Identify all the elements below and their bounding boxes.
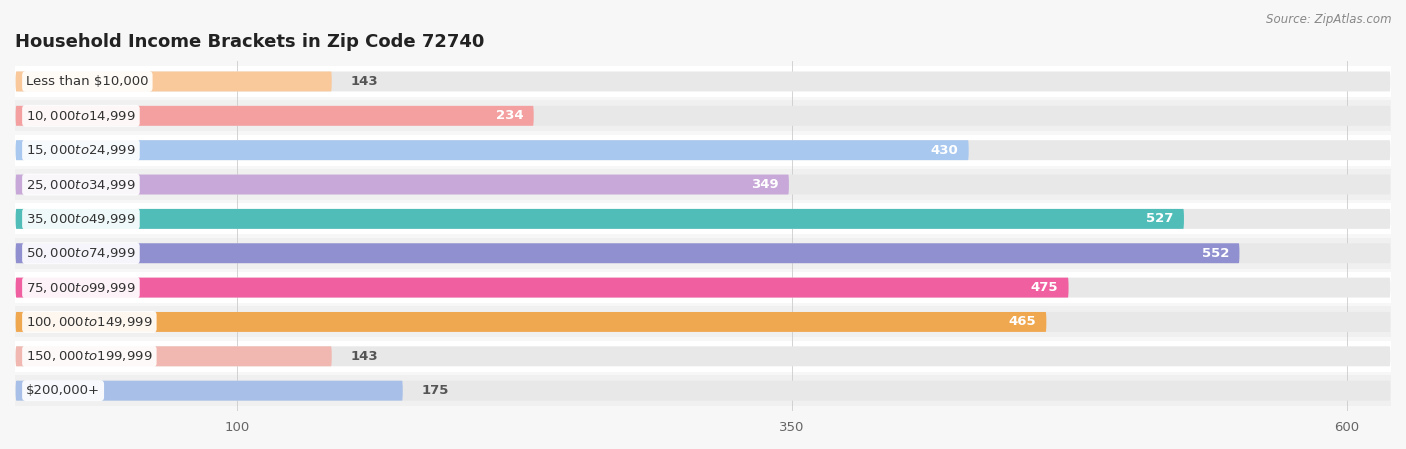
FancyBboxPatch shape (15, 175, 789, 194)
Text: $200,000+: $200,000+ (27, 384, 100, 397)
Text: 234: 234 (495, 109, 523, 122)
Text: $35,000 to $49,999: $35,000 to $49,999 (27, 212, 136, 226)
Text: 430: 430 (931, 144, 959, 157)
FancyBboxPatch shape (15, 346, 332, 366)
FancyBboxPatch shape (15, 243, 1391, 263)
FancyBboxPatch shape (15, 209, 1184, 229)
Text: Less than $10,000: Less than $10,000 (27, 75, 149, 88)
Text: 175: 175 (422, 384, 449, 397)
Text: 143: 143 (350, 75, 378, 88)
FancyBboxPatch shape (15, 277, 1069, 298)
Text: Source: ZipAtlas.com: Source: ZipAtlas.com (1267, 13, 1392, 26)
FancyBboxPatch shape (15, 175, 1391, 194)
Bar (15, 375, 1391, 406)
Bar (15, 238, 1391, 269)
Text: $50,000 to $74,999: $50,000 to $74,999 (27, 246, 136, 260)
FancyBboxPatch shape (15, 312, 1391, 332)
FancyBboxPatch shape (15, 71, 332, 92)
Text: $150,000 to $199,999: $150,000 to $199,999 (27, 349, 153, 363)
FancyBboxPatch shape (15, 140, 1391, 160)
FancyBboxPatch shape (15, 346, 1391, 366)
Text: $100,000 to $149,999: $100,000 to $149,999 (27, 315, 153, 329)
Bar (15, 135, 1391, 166)
Bar (15, 341, 1391, 372)
Text: $15,000 to $24,999: $15,000 to $24,999 (27, 143, 136, 157)
FancyBboxPatch shape (15, 71, 1391, 92)
Text: 527: 527 (1146, 212, 1174, 225)
FancyBboxPatch shape (15, 140, 969, 160)
Bar (15, 307, 1391, 337)
Text: 475: 475 (1031, 281, 1059, 294)
Text: $10,000 to $14,999: $10,000 to $14,999 (27, 109, 136, 123)
Text: 552: 552 (1202, 247, 1229, 260)
FancyBboxPatch shape (15, 106, 534, 126)
Bar (15, 101, 1391, 131)
Text: Household Income Brackets in Zip Code 72740: Household Income Brackets in Zip Code 72… (15, 33, 485, 51)
FancyBboxPatch shape (15, 277, 1391, 298)
Text: $25,000 to $34,999: $25,000 to $34,999 (27, 177, 136, 192)
FancyBboxPatch shape (15, 243, 1240, 263)
Bar (15, 66, 1391, 97)
Bar (15, 272, 1391, 303)
FancyBboxPatch shape (15, 312, 1046, 332)
FancyBboxPatch shape (15, 209, 1391, 229)
FancyBboxPatch shape (15, 106, 1391, 126)
Bar (15, 169, 1391, 200)
Bar (15, 203, 1391, 234)
FancyBboxPatch shape (15, 381, 1391, 401)
Text: 143: 143 (350, 350, 378, 363)
Text: 349: 349 (751, 178, 779, 191)
FancyBboxPatch shape (15, 381, 402, 401)
Text: 465: 465 (1008, 316, 1036, 329)
Text: $75,000 to $99,999: $75,000 to $99,999 (27, 281, 136, 295)
